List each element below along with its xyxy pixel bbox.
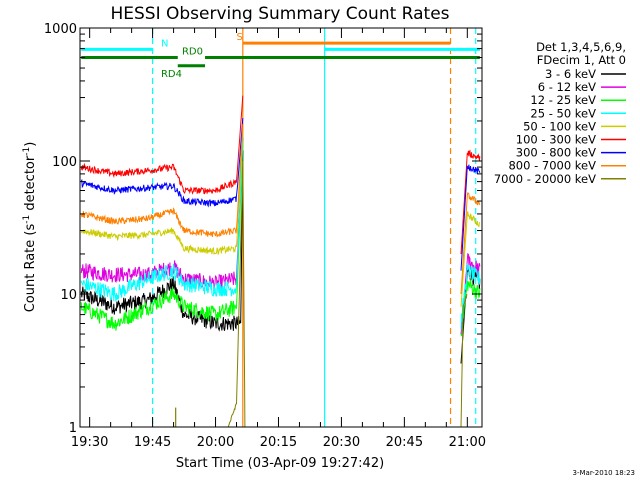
legend-header-1: Det 1,3,4,5,6,9, — [536, 40, 626, 54]
x-tick-label: 19:30 — [71, 435, 108, 450]
legend-label-12-25-keV: 12 - 25 keV — [530, 93, 596, 107]
flag-label-RD0: RD0 — [182, 47, 203, 58]
legend-label-100-300-keV: 100 - 300 keV — [516, 133, 596, 147]
x-tick-label: 20:00 — [197, 435, 234, 450]
chart-title: HESSI Observing Summary Count Rates — [110, 4, 449, 24]
series-7000-20000-keV-segment-1 — [460, 293, 468, 428]
x-tick-label: 20:30 — [323, 435, 360, 450]
x-tick-label: 19:45 — [134, 435, 171, 450]
legend-label-300-800-keV: 300 - 800 keV — [516, 146, 596, 160]
legend-label-3-6-keV: 3 - 6 keV — [545, 67, 596, 81]
series-7000-20000-keV-segment-0 — [227, 160, 246, 428]
y-axis-title-part: detector — [23, 155, 38, 215]
series-800-7000-keV-segment-0 — [80, 123, 244, 238]
y-axis-title-part: ) — [23, 142, 38, 147]
series-6-12-keV-segment-0 — [80, 137, 244, 292]
series-50-100-keV-segment-0 — [80, 130, 244, 256]
legend: Det 1,3,4,5,6,9, FDecim 1, Att 0 3 - 6 k… — [494, 40, 626, 186]
flag-label-S: S — [237, 32, 243, 43]
legend-label-6-12-keV: 6 - 12 keV — [538, 80, 596, 94]
series-12-25-keV-segment-1 — [460, 279, 481, 337]
y-tick-label: 1000 — [44, 22, 77, 37]
flag-label-N: N — [161, 38, 168, 49]
y-axis-title-part: -1 — [22, 215, 32, 224]
plot-frame — [79, 27, 483, 428]
x-tick-label: 20:45 — [386, 435, 423, 450]
plot-timestamp: 3-Mar-2010 18:23 — [573, 469, 635, 477]
series-300-800-keV-segment-0 — [80, 118, 244, 208]
y-axis-title: Count Rate (s-1 detector-1) — [22, 142, 38, 313]
series-25-50-keV-segment-0 — [80, 133, 244, 302]
series-100-300-keV-segment-1 — [460, 149, 481, 255]
legend-label-7000-20000-keV: 7000 - 20000 keV — [494, 172, 596, 186]
y-tick-label: 10 — [60, 288, 77, 303]
legend-label-50-100-keV: 50 - 100 keV — [523, 119, 596, 133]
x-tick-label: 20:15 — [260, 435, 297, 450]
y-tick-label: 100 — [52, 155, 77, 170]
series-12-25-keV-segment-0 — [80, 141, 244, 331]
y-axis-title-part: Count Rate (s — [23, 224, 38, 313]
flag-label-RD4: RD4 — [161, 69, 182, 80]
x-tick-label: 21:00 — [449, 435, 486, 450]
legend-label-800-7000-keV: 800 - 7000 keV — [508, 159, 596, 173]
series-25-50-keV-segment-1 — [460, 263, 481, 330]
y-axis-title-part: -1 — [22, 147, 32, 156]
series-50-100-keV-segment-1 — [460, 211, 481, 307]
y-tick-label: 1 — [69, 421, 77, 436]
legend-label-25-50-keV: 25 - 50 keV — [530, 106, 596, 120]
series-100-300-keV-segment-0 — [80, 95, 244, 195]
x-axis-title: Start Time (03-Apr-09 19:27:42) — [176, 456, 384, 471]
legend-header-2: FDecim 1, Att 0 — [537, 53, 626, 67]
series-800-7000-keV-segment-1 — [460, 192, 481, 295]
axes: 1 10 100 1000 19:30 19:45 20:00 20:15 20:30 20:45… — [44, 22, 486, 450]
